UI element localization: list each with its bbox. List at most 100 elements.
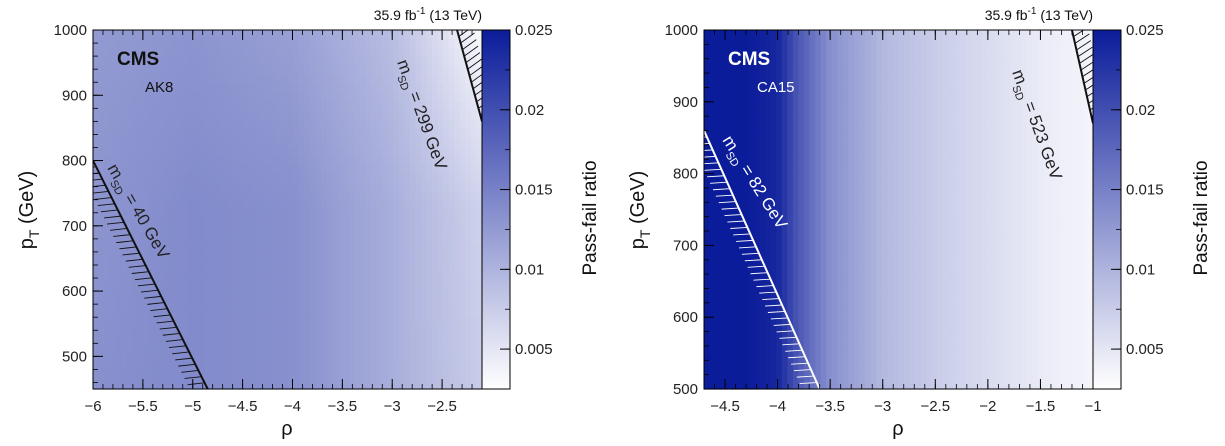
heatmap-cell: [710, 192, 716, 202]
heatmap-cell: [737, 102, 743, 112]
heatmap-cell: [471, 210, 477, 220]
heatmap-cell: [321, 66, 327, 76]
heatmap-cell: [349, 120, 355, 130]
heatmap-cell: [865, 129, 871, 139]
heatmap-cell: [204, 335, 210, 345]
heatmap-cell: [710, 120, 716, 130]
heatmap-cell: [404, 353, 410, 363]
heatmap-cell: [215, 84, 221, 94]
heatmap-cell: [115, 138, 121, 148]
heatmap-cell: [187, 308, 193, 318]
heatmap-cell: [193, 174, 199, 184]
heatmap-cell: [399, 353, 405, 363]
heatmap-cell: [149, 371, 155, 381]
heatmap-cell: [360, 84, 366, 94]
heatmap-cell: [288, 174, 294, 184]
heatmap-cell: [282, 75, 288, 85]
heatmap-cell: [199, 210, 205, 220]
heatmap-cell: [1026, 263, 1032, 273]
heatmap-cell: [182, 165, 188, 175]
heatmap-cell: [954, 102, 960, 112]
heatmap-cell: [432, 66, 438, 76]
heatmap-cell: [143, 335, 149, 345]
heatmap-cell: [771, 156, 777, 166]
heatmap-cell: [1082, 120, 1088, 130]
heatmap-cell: [821, 183, 827, 193]
heatmap-cell: [160, 218, 166, 228]
heatmap-cell: [371, 30, 377, 40]
heatmap-cell: [165, 57, 171, 67]
heatmap-cell: [232, 371, 238, 381]
heatmap-cell: [443, 353, 449, 363]
heatmap-cell: [798, 210, 804, 220]
heatmap-cell: [160, 272, 166, 282]
heatmap-cell: [254, 57, 260, 67]
heatmap-cell: [976, 147, 982, 157]
heatmap-cell: [937, 192, 943, 202]
heatmap-cell: [471, 281, 477, 291]
heatmap-cell: [449, 93, 455, 103]
heatmap-cell: [1049, 111, 1055, 121]
heatmap-cell: [732, 263, 738, 273]
heatmap-cell: [310, 147, 316, 157]
heatmap-cell: [438, 120, 444, 130]
heatmap-cell: [465, 299, 471, 309]
heatmap-cell: [848, 39, 854, 49]
heatmap-cell: [426, 192, 432, 202]
heatmap-cell: [210, 102, 216, 112]
heatmap-cell: [304, 30, 310, 40]
heatmap-cell: [465, 147, 471, 157]
heatmap-cell: [460, 335, 466, 345]
heatmap-cell: [99, 39, 105, 49]
heatmap-cell: [776, 138, 782, 148]
heatmap-cell: [465, 227, 471, 237]
heatmap-cell: [848, 138, 854, 148]
heatmap-cell: [260, 84, 266, 94]
heatmap-cell: [199, 48, 205, 58]
heatmap-cell: [471, 120, 477, 130]
heatmap-cell: [149, 290, 155, 300]
heatmap-cell: [782, 254, 788, 264]
heatmap-cell: [848, 254, 854, 264]
heatmap-cell: [815, 66, 821, 76]
heatmap-cell: [299, 147, 305, 157]
heatmap-cell: [404, 129, 410, 139]
heatmap-cell: [265, 281, 271, 291]
heatmap-cell: [976, 263, 982, 273]
heatmap-cell: [1065, 84, 1071, 94]
heatmap-cell: [104, 335, 110, 345]
heatmap-cell: [921, 236, 927, 246]
heatmap-cell: [798, 66, 804, 76]
heatmap-cell: [126, 317, 132, 327]
heatmap-cell: [837, 201, 843, 211]
heatmap-cell: [388, 236, 394, 246]
heatmap-cell: [115, 75, 121, 85]
heatmap-cell: [471, 183, 477, 193]
heatmap-cell: [415, 326, 421, 336]
heatmap-cell: [1060, 30, 1066, 40]
heatmap-cell: [937, 245, 943, 255]
heatmap-cell: [210, 254, 216, 264]
heatmap-cell: [293, 210, 299, 220]
heatmap-cell: [299, 290, 305, 300]
heatmap-cell: [943, 57, 949, 67]
heatmap-cell: [926, 272, 932, 282]
heatmap-cell: [210, 75, 216, 85]
heatmap-cell: [137, 174, 143, 184]
heatmap-cell: [899, 254, 905, 264]
heatmap-cell: [915, 111, 921, 121]
heatmap-cell: [737, 75, 743, 85]
heatmap-cell: [187, 254, 193, 264]
heatmap-cell: [237, 218, 243, 228]
heatmap-cell: [826, 48, 832, 58]
heatmap-cell: [976, 236, 982, 246]
heatmap-cell: [299, 344, 305, 354]
heatmap-cell: [904, 156, 910, 166]
heatmap-cell: [915, 66, 921, 76]
heatmap-cell: [115, 102, 121, 112]
heatmap-cell: [1076, 84, 1082, 94]
heatmap-cell: [104, 245, 110, 255]
heatmap-cell: [737, 147, 743, 157]
heatmap-cell: [765, 129, 771, 139]
heatmap-cell: [315, 111, 321, 121]
